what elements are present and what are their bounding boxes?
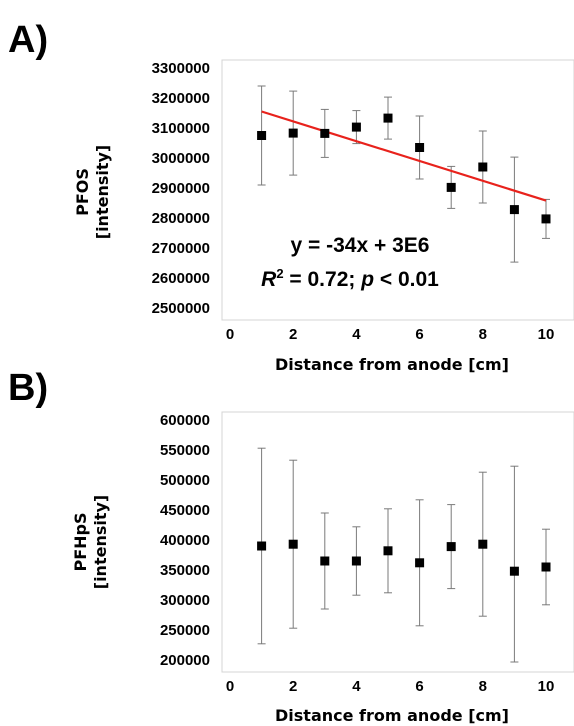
regression-equation: y = -34x + 3E6 — [291, 234, 430, 257]
y-tick-label-a-8: 3300000 — [152, 60, 210, 77]
series-b-marks — [257, 447, 551, 663]
x-tick-label-b-5: 10 — [538, 678, 555, 695]
x-tick-label-a-5: 10 — [538, 326, 555, 343]
y-tick-label-b-7: 550000 — [160, 442, 210, 459]
data-point-a-3 — [351, 122, 361, 132]
x-tick-label-b-2: 4 — [352, 678, 361, 695]
data-point-b-5 — [415, 558, 425, 568]
x-tick-label-b-3: 6 — [415, 678, 423, 695]
x-tick-label-a-2: 4 — [352, 326, 361, 343]
x-tick-label-a-4: 8 — [479, 326, 487, 343]
y-axis-label-a-line1: PFOS — [73, 168, 92, 216]
x-tick-label-b-4: 8 — [479, 678, 487, 695]
panel-b-label: B) — [8, 367, 48, 409]
y-tick-label-b-8: 600000 — [160, 412, 210, 429]
y-tick-label-b-2: 300000 — [160, 592, 210, 609]
plot-area-a — [221, 59, 574, 321]
data-point-a-9 — [541, 214, 551, 224]
panel-a-label: A) — [8, 19, 48, 61]
y-tick-label-a-4: 2900000 — [152, 180, 210, 197]
data-point-b-3 — [351, 556, 361, 566]
regression-stats: R2 = 0.72; p < 0.01 — [261, 266, 439, 291]
y-tick-label-b-5: 450000 — [160, 502, 210, 519]
y-tick-label-a-7: 3200000 — [152, 90, 210, 107]
y-tick-label-b-3: 350000 — [160, 562, 210, 579]
data-point-a-0 — [257, 131, 267, 140]
data-point-a-4 — [383, 113, 393, 123]
data-point-b-9 — [541, 562, 551, 572]
panel-a: A) PFOS [intensity] Distance from anode … — [8, 19, 574, 374]
data-point-a-7 — [478, 162, 488, 172]
data-point-a-6 — [446, 182, 456, 192]
panel-b: B) PFHpS [intensity] Distance from anode… — [8, 367, 574, 725]
data-point-b-8 — [509, 566, 519, 576]
y-tick-label-b-6: 500000 — [160, 472, 210, 489]
y-tick-label-a-2: 2700000 — [152, 240, 210, 257]
y-tick-label-b-4: 400000 — [160, 532, 210, 549]
x-ticks-a: 0 2 4 6 8 10 — [226, 326, 555, 343]
error-bar-b-8 — [510, 465, 519, 663]
data-point-a-8 — [509, 205, 519, 215]
series-a-marks — [257, 85, 551, 263]
data-point-b-6 — [446, 542, 456, 552]
data-point-a-5 — [415, 143, 425, 152]
x-tick-label-b-0: 0 — [226, 678, 234, 695]
y-tick-label-b-1: 250000 — [160, 622, 210, 639]
x-axis-label-a: Distance from anode [cm] — [275, 355, 509, 374]
y-tick-label-a-3: 2800000 — [152, 210, 210, 227]
plot-area-b — [221, 411, 574, 673]
x-axis-label-b: Distance from anode [cm] — [275, 706, 509, 725]
data-point-b-0 — [257, 541, 267, 551]
y-axis-label-b-line2: [intensity] — [91, 495, 110, 589]
data-point-a-1 — [288, 128, 298, 138]
x-tick-label-a-0: 0 — [226, 326, 234, 343]
x-ticks-b: 0 2 4 6 8 10 — [226, 678, 555, 695]
y-tick-label-a-0: 2500000 — [152, 300, 210, 317]
y-axis-label-a-line2: [intensity] — [93, 145, 112, 239]
data-point-b-7 — [478, 539, 488, 549]
y-ticks-a: 2500000 2600000 2700000 2800000 2900000 30000… — [152, 60, 210, 317]
y-tick-label-a-1: 2600000 — [152, 270, 210, 287]
x-tick-label-a-1: 2 — [289, 326, 297, 343]
x-tick-label-b-1: 2 — [289, 678, 297, 695]
y-tick-label-a-5: 3000000 — [152, 150, 210, 167]
y-tick-label-a-6: 3100000 — [152, 120, 210, 137]
data-point-b-2 — [320, 556, 330, 566]
data-point-b-4 — [383, 546, 393, 556]
y-tick-label-b-0: 200000 — [160, 652, 210, 669]
data-point-b-1 — [288, 539, 298, 549]
y-axis-label-b-line1: PFHpS — [71, 512, 90, 571]
x-tick-label-a-3: 6 — [415, 326, 423, 343]
trendline — [261, 110, 547, 202]
y-ticks-b: 200000 250000 300000 350000 400000 450000 5000… — [160, 412, 210, 669]
data-point-a-2 — [320, 128, 330, 138]
